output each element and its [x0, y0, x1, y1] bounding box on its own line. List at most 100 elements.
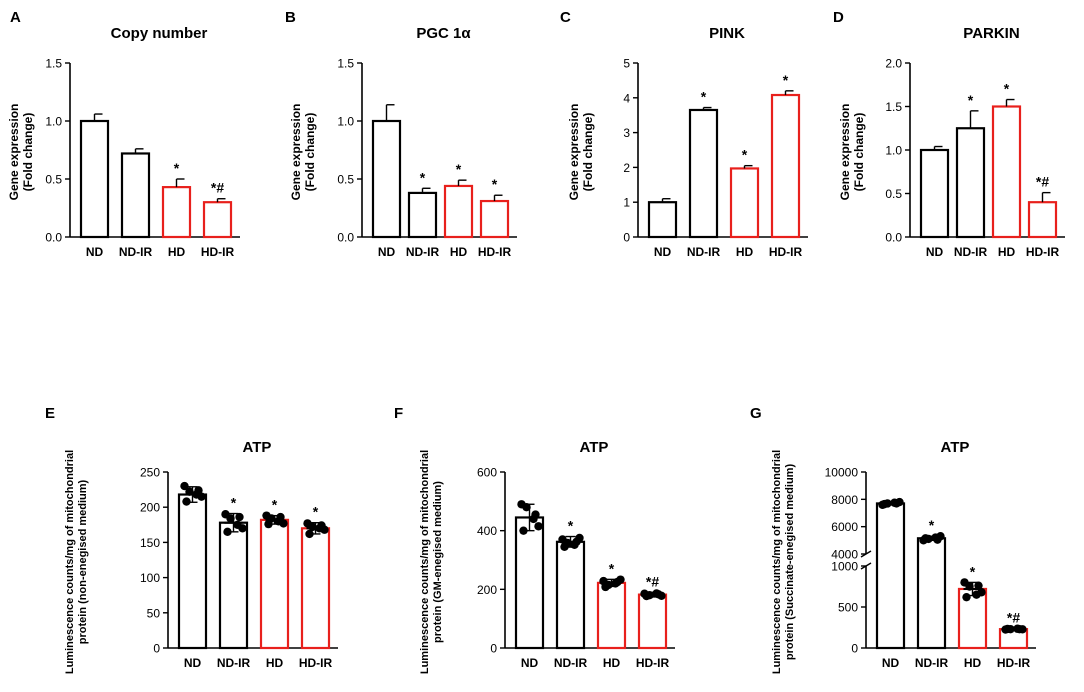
significance-mark: * [272, 497, 278, 513]
x-tick-label: HD [450, 245, 468, 259]
chart-title: ATP [941, 439, 970, 456]
bar-nd [177, 493, 208, 650]
y-axis-label: Luminescence counts/mg of mitochondrialp… [419, 450, 444, 674]
y-axis-label-line: (Fold change) [852, 113, 866, 192]
y-axis-label-line: protein (Succinate-enegised medium) [784, 464, 796, 661]
data-point [974, 581, 983, 590]
significance-mark: * [968, 92, 974, 108]
x-tick-label: HD [998, 245, 1016, 259]
significance-mark: * [742, 147, 748, 163]
significance-mark: * [609, 560, 615, 576]
y-axis-label: Gene expression(Fold change) [838, 104, 866, 201]
y-tick-label: 1 [623, 196, 630, 210]
bar-nd-ir [407, 191, 438, 239]
bar-hd [259, 518, 290, 650]
x-tick-label: ND [184, 656, 202, 670]
panel-label: E [45, 405, 55, 422]
data-point [892, 499, 901, 508]
bar-hd-ir [770, 93, 801, 239]
x-tick-label: HD-IR [997, 656, 1031, 670]
data-point [965, 582, 974, 591]
significance-mark: * [701, 89, 707, 105]
bar-hd [443, 184, 474, 239]
x-tick-label: ND-IR [954, 245, 988, 259]
bar-nd-ir [955, 127, 986, 239]
panel-label: F [394, 405, 403, 422]
bar-nd-ir [688, 108, 719, 239]
chart-title: PGC 1α [416, 25, 471, 42]
data-point [921, 534, 930, 543]
y-tick-label: 0 [851, 642, 858, 656]
bar-hd-ir [479, 199, 510, 239]
data-point [279, 519, 288, 528]
data-point [235, 512, 244, 522]
panel-g: 4000 6000 8000 10000 0 500 1000 ND * ND-IR * HD *# HD… [750, 405, 1036, 674]
bar-hd [161, 186, 192, 239]
data-point [519, 526, 528, 535]
y-tick-label: 0.0 [337, 231, 354, 245]
data-point [185, 487, 194, 496]
data-point [305, 529, 314, 539]
panel-label: C [560, 9, 571, 26]
data-point [1015, 624, 1024, 634]
data-point [1003, 624, 1012, 634]
significance-mark: * [970, 563, 976, 579]
x-tick-label: ND [86, 245, 104, 259]
data-point [613, 577, 622, 587]
bar-hd-ir [1027, 201, 1058, 239]
significance-mark: *# [1007, 609, 1020, 625]
y-tick-label: 4 [623, 91, 630, 105]
significance-mark: * [420, 169, 426, 185]
y-axis-label-line: Gene expression [838, 104, 852, 201]
y-tick-label: 0.5 [337, 173, 354, 187]
x-tick-label: ND [926, 245, 944, 259]
bar-nd-ir [120, 152, 151, 239]
y-tick-label: 3 [623, 126, 630, 140]
significance-mark: * [492, 176, 498, 192]
panel-label: D [833, 9, 844, 26]
x-tick-label: HD [964, 656, 982, 670]
data-point [522, 503, 531, 512]
y-tick-label: 1000 [831, 560, 858, 574]
y-tick-label: 8000 [831, 493, 858, 507]
y-tick-label: 400 [477, 524, 497, 538]
y-tick-label: 100 [140, 571, 160, 585]
y-tick-label: 0.0 [45, 231, 62, 245]
data-point [642, 591, 651, 601]
panel-f: 0 200 400 600 ND * ND-IR * HD *# HD-IR ATP F Luminesc… [394, 405, 675, 674]
panel-a: 0.0 0.5 1.0 1.5 ND ND-IR * HD *# HD-IR Copy number… [7, 9, 240, 259]
chart-title: PINK [709, 25, 745, 42]
chart-title: ATP [243, 439, 272, 456]
data-point [531, 510, 540, 519]
x-tick-label: ND-IR [554, 656, 588, 670]
chart-title: ATP [580, 439, 609, 456]
y-tick-label: 1.0 [45, 115, 62, 129]
x-tick-label: ND-IR [119, 245, 153, 259]
y-axis-label-line: Luminescence counts/mg of mitochondrial [771, 450, 783, 674]
data-point [317, 521, 326, 530]
y-tick-label: 250 [140, 466, 160, 480]
x-tick-label: HD [168, 245, 186, 259]
y-axis-label-line: Gene expression [567, 104, 581, 201]
bar-nd [647, 201, 678, 239]
panel-label: A [10, 9, 21, 26]
x-tick-label: ND-IR [217, 656, 251, 670]
data-point [276, 512, 285, 522]
x-tick-label: ND [654, 245, 672, 259]
x-tick-label: HD-IR [201, 245, 235, 259]
y-tick-label: 1.5 [337, 57, 354, 71]
y-axis-label: Luminescence counts/mg of mitochondrialp… [64, 450, 89, 674]
y-tick-label: 200 [477, 583, 497, 597]
data-point [223, 527, 232, 537]
y-axis-label-line: protein (GM-enegised medium) [432, 481, 444, 643]
x-tick-label: HD [266, 656, 284, 670]
bar-hd [596, 581, 627, 650]
y-axis-label-line: (Fold change) [21, 113, 35, 192]
x-tick-label: ND-IR [915, 656, 949, 670]
chart-title: PARKIN [963, 25, 1019, 42]
data-point [197, 492, 206, 501]
x-tick-label: HD [603, 656, 621, 670]
y-tick-label: 50 [147, 606, 161, 620]
bar-hd [991, 105, 1022, 239]
